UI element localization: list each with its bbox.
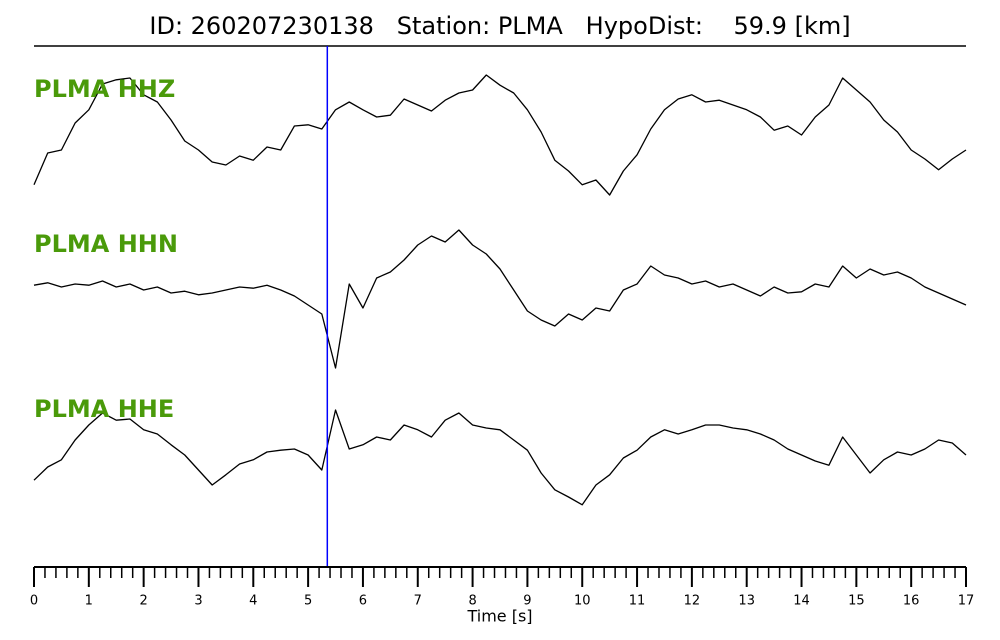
trace xyxy=(33,409,967,506)
x-tick-label: 10 xyxy=(574,594,591,609)
x-tick-label: 9 xyxy=(523,594,531,609)
x-tick-label: 3 xyxy=(194,594,202,609)
trace-label: PLMA HHE xyxy=(34,395,174,423)
x-tick-label: 14 xyxy=(793,594,810,609)
x-tick-label: 5 xyxy=(304,594,312,609)
x-tick-label: 15 xyxy=(848,594,865,609)
trace-label: PLMA HHN xyxy=(34,230,178,258)
x-tick-label: 17 xyxy=(958,594,975,609)
trace xyxy=(33,229,967,369)
x-axis-label: Time [s] xyxy=(466,607,532,626)
trace-label: PLMA HHZ xyxy=(34,75,175,103)
x-tick-label: 12 xyxy=(684,594,701,609)
x-tick-label: 2 xyxy=(140,594,148,609)
trace xyxy=(33,74,967,196)
x-tick-label: 7 xyxy=(414,594,422,609)
x-tick-label: 0 xyxy=(30,594,38,609)
chart-title: ID: 260207230138 Station: PLMA HypoDist:… xyxy=(149,12,850,40)
x-tick-label: 8 xyxy=(468,594,476,609)
x-tick-label: 1 xyxy=(85,594,93,609)
x-tick-label: 11 xyxy=(629,594,646,609)
x-tick-label: 13 xyxy=(738,594,755,609)
x-tick-label: 6 xyxy=(359,594,367,609)
x-tick-label: 16 xyxy=(903,594,920,609)
x-tick-label: 4 xyxy=(249,594,257,609)
